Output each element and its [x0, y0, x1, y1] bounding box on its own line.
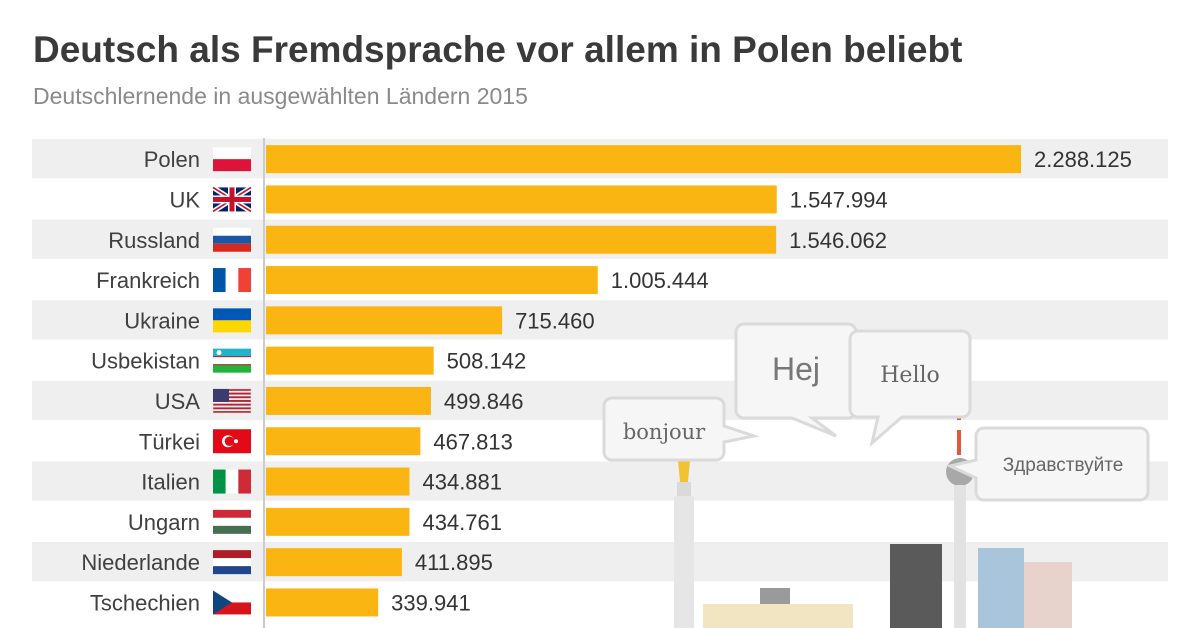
value-label: 339.941 [391, 590, 471, 615]
value-label: 715.460 [515, 308, 595, 333]
bar-ungarn [266, 507, 410, 536]
speech-bubble-hello: Hello [848, 329, 972, 448]
office-building-icon [890, 544, 942, 628]
value-label: 499.846 [444, 389, 524, 414]
category-label: Tschechien [90, 590, 200, 615]
bar-tschechien [266, 588, 379, 617]
turkey-flag-icon [213, 429, 251, 454]
poland-flag-icon [213, 147, 251, 172]
bar-usa [266, 386, 431, 415]
bubble-text-hello: Hello [880, 363, 940, 388]
speech-bubble-bonjour: bonjour [602, 396, 760, 462]
value-label: 508.142 [447, 349, 527, 374]
bar-niederlande [266, 548, 402, 577]
category-label: Ukraine [124, 308, 200, 333]
value-label: 434.881 [422, 470, 502, 495]
value-label: 1.547.994 [790, 187, 888, 212]
netherlands-flag-icon [213, 550, 251, 575]
uzbekistan-flag-icon [213, 348, 251, 373]
bar-türkei [266, 427, 421, 456]
bar-polen [266, 145, 1021, 174]
bar-frankreich [266, 266, 598, 295]
russia-flag-icon [213, 227, 251, 252]
value-label: 1.546.062 [789, 228, 887, 253]
usa-flag-icon [212, 388, 252, 414]
bar-usbekistan [266, 346, 434, 375]
uk-flag-icon [211, 185, 253, 214]
chart-title: Deutsch als Fremdsprache vor allem in Po… [33, 29, 963, 70]
category-label: Polen [144, 147, 200, 172]
bar-uk [266, 185, 777, 214]
category-label: UK [169, 187, 200, 212]
value-label: 434.761 [422, 510, 502, 535]
category-label: Niederlande [81, 550, 200, 575]
category-label: Russland [108, 228, 200, 253]
speech-bubble-hej: Hej [734, 322, 858, 438]
value-label: 1.005.444 [611, 268, 709, 293]
france-flag-icon [213, 268, 251, 293]
bar-italien [266, 467, 410, 496]
ukraine-flag-icon [213, 308, 251, 333]
row-stripe [32, 380, 1168, 421]
brick-building-icon [1024, 562, 1072, 628]
bubble-text-hej: Hej [772, 351, 820, 387]
category-label: Italien [141, 470, 200, 495]
category-label: Ungarn [128, 510, 200, 535]
speech-bubble-zdravstvuyte: Здравствуйте [945, 426, 1150, 502]
category-label: USA [155, 389, 201, 414]
czechia-flag-icon [213, 590, 251, 615]
berlin-skyline-illustration: bonjour Hej Hello Здравствуйте [602, 322, 1150, 628]
value-label: 467.813 [433, 429, 513, 454]
category-label: Usbekistan [91, 349, 200, 374]
bubble-text-zdravstvuyte: Здравствуйте [1003, 455, 1124, 476]
row-stripe [32, 300, 1168, 340]
category-label: Frankreich [96, 268, 200, 293]
value-label: 411.895 [415, 550, 493, 575]
brandenburg-gate-icon [703, 588, 853, 628]
chart-subtitle: Deutschlernende in ausgewählten Ländern … [33, 83, 528, 109]
hungary-flag-icon [213, 509, 251, 534]
italy-flag-icon [213, 469, 251, 494]
category-label: Türkei [139, 429, 200, 454]
bar-russland [266, 225, 777, 254]
bubble-text-bonjour: bonjour [623, 420, 706, 444]
bar-ukraine [266, 306, 503, 335]
value-label: 2.288.125 [1034, 147, 1132, 172]
glass-building-icon [978, 548, 1024, 628]
